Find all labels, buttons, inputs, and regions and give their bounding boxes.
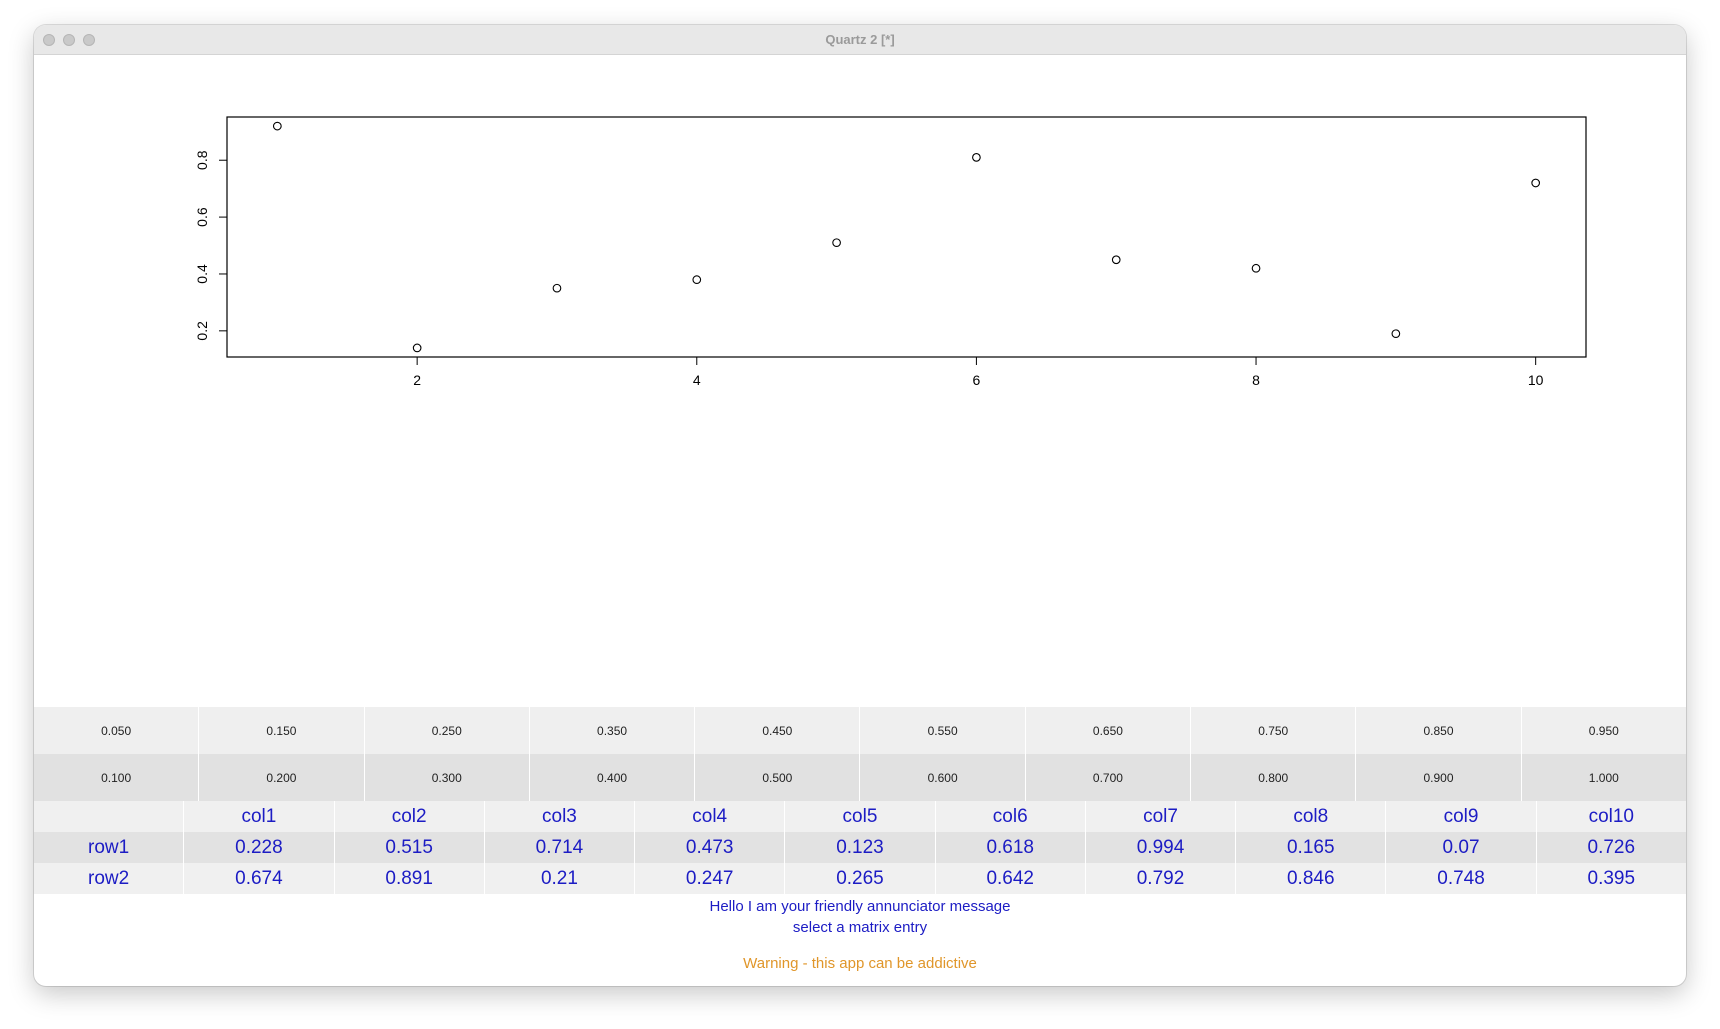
matrix-row: row1 0.228 0.515 0.714 0.473 0.123 0.618…: [34, 832, 1686, 863]
column-header: col9: [1386, 801, 1537, 832]
data-point[interactable]: [972, 153, 981, 162]
data-point[interactable]: [412, 343, 422, 353]
data-point[interactable]: [832, 238, 841, 248]
value-cell[interactable]: 0.300: [365, 754, 530, 801]
quartz-window: Quartz 2 [*] 2 4 6 8 10 0.2 0.4 0.6 0.8 0.050 0.…: [34, 25, 1686, 986]
matrix-row: row2 0.674 0.891 0.21 0.247 0.265 0.642 …: [34, 863, 1686, 894]
column-header: col5: [785, 801, 936, 832]
column-header: col7: [1086, 801, 1237, 832]
matrix-cell[interactable]: 0.473: [635, 832, 786, 863]
matrix-cell[interactable]: 0.21: [485, 863, 636, 894]
row-header: row1: [34, 832, 185, 863]
column-header: col1: [184, 801, 335, 832]
matrix-cell[interactable]: 0.618: [936, 832, 1086, 863]
matrix-header-row: col1 col2 col3 col4 col5 col6 col7 col8 …: [34, 801, 1686, 832]
matrix-cell[interactable]: 0.265: [785, 863, 936, 894]
warning-message: Warning - this app can be addictive: [743, 955, 977, 972]
x-tick-label: 10: [1528, 372, 1544, 385]
value-grid-row-1: 0.050 0.150 0.250 0.350 0.450 0.550 0.65…: [34, 707, 1686, 754]
plot-frame: [226, 116, 1587, 358]
matrix-cell[interactable]: 0.642: [936, 863, 1086, 894]
y-tick-label: 0.2: [194, 321, 210, 341]
value-cell[interactable]: 0.800: [1191, 754, 1357, 801]
value-cell[interactable]: 0.100: [34, 754, 200, 801]
data-point[interactable]: [1111, 255, 1121, 265]
column-header: col2: [335, 801, 485, 832]
column-header: col3: [485, 801, 636, 832]
value-grid: 0.050 0.150 0.250 0.350 0.450 0.550 0.65…: [34, 707, 1686, 801]
zoom-window-button[interactable]: [83, 34, 95, 46]
value-cell[interactable]: 0.450: [695, 707, 861, 754]
value-grid-row-2: 0.100 0.200 0.300 0.400 0.500 0.600 0.70…: [34, 754, 1686, 801]
annunciator-message: Hello I am your friendly annunciator mes…: [709, 898, 1011, 915]
value-cell[interactable]: 0.050: [34, 707, 200, 754]
data-point[interactable]: [1531, 178, 1541, 188]
close-window-button[interactable]: [43, 34, 55, 46]
value-cell[interactable]: 0.250: [365, 707, 530, 754]
value-cell[interactable]: 0.650: [1026, 707, 1192, 754]
y-tick-label: 0.8: [194, 150, 210, 170]
value-cell[interactable]: 0.950: [1588, 723, 1619, 738]
matrix-cell[interactable]: 0.792: [1086, 863, 1237, 894]
value-cell[interactable]: 0.750: [1191, 707, 1357, 754]
data-point[interactable]: [272, 121, 282, 131]
matrix-cell[interactable]: 0.247: [635, 863, 786, 894]
instruction-message: select a matrix entry: [792, 919, 928, 936]
value-cell[interactable]: 0.400: [530, 754, 696, 801]
matrix-cell[interactable]: 0.123: [785, 832, 936, 863]
value-cell[interactable]: 0.500: [695, 754, 861, 801]
value-cell[interactable]: 0.350: [530, 707, 696, 754]
title-bar: Quartz 2 [*]: [34, 25, 1686, 55]
matrix-cell[interactable]: 0.994: [1086, 832, 1237, 863]
matrix-cell[interactable]: 0.714: [485, 832, 636, 863]
data-point[interactable]: [1251, 263, 1261, 273]
matrix-corner-cell: [34, 801, 185, 832]
value-cell[interactable]: 1.000: [1588, 770, 1619, 785]
matrix-cell[interactable]: 0.891: [335, 863, 485, 894]
column-header: col10: [1588, 805, 1634, 827]
matrix-cell[interactable]: 0.07: [1386, 832, 1537, 863]
matrix-cell[interactable]: 0.846: [1236, 863, 1387, 894]
matrix-cell[interactable]: 0.748: [1386, 863, 1537, 894]
value-cell[interactable]: 0.700: [1026, 754, 1192, 801]
value-cell[interactable]: 0.550: [860, 707, 1026, 754]
y-tick-label: 0.4: [194, 264, 210, 284]
x-tick-label: 2: [413, 372, 421, 385]
row-header: row2: [34, 863, 185, 894]
matrix-cell[interactable]: 0.395: [1587, 867, 1636, 889]
column-header: col8: [1236, 801, 1387, 832]
matrix-cell[interactable]: 0.674: [184, 863, 335, 894]
matrix-cell[interactable]: 0.228: [184, 832, 335, 863]
data-point[interactable]: [1391, 329, 1401, 339]
column-header: col4: [635, 801, 786, 832]
column-header: col6: [936, 801, 1086, 832]
x-tick-label: 8: [1252, 372, 1260, 385]
scatter-plot[interactable]: 2 4 6 8 10 0.2 0.4 0.6 0.8: [34, 55, 1686, 385]
value-cell[interactable]: 0.600: [860, 754, 1026, 801]
window-title: Quartz 2 [*]: [825, 32, 895, 47]
x-tick-label: 4: [693, 372, 701, 385]
matrix-cell[interactable]: 0.165: [1236, 832, 1387, 863]
matrix-cell[interactable]: 0.515: [335, 832, 485, 863]
value-cell[interactable]: 0.200: [199, 754, 365, 801]
value-cell[interactable]: 0.900: [1356, 754, 1522, 801]
value-cell[interactable]: 0.850: [1356, 707, 1522, 754]
data-point[interactable]: [692, 275, 702, 285]
matrix-cell[interactable]: 0.726: [1587, 836, 1636, 858]
value-cell[interactable]: 0.150: [199, 707, 365, 754]
matrix-table: col1 col2 col3 col4 col5 col6 col7 col8 …: [34, 801, 1686, 894]
data-point[interactable]: [552, 283, 562, 293]
x-tick-label: 6: [973, 372, 981, 385]
y-tick-label: 0.6: [194, 207, 210, 227]
minimize-window-button[interactable]: [63, 34, 75, 46]
